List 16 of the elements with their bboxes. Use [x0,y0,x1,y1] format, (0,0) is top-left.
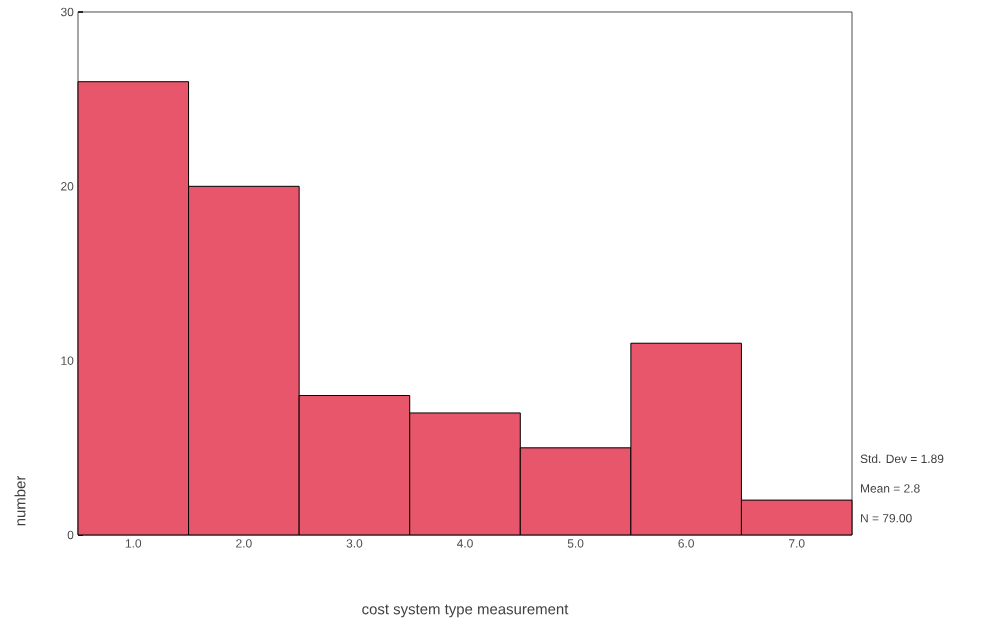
y-tick-label: 10 [61,356,74,365]
text: Mean = 2.8 [861,484,920,493]
text: N = 79.00 [861,514,912,523]
y-tick-label: 0 [67,530,74,540]
x-axis-title: cost system type measurement [362,604,569,618]
y-tick-label: 20 [61,182,74,191]
x-tick-label: 4.0 [456,539,473,548]
x-tick-label: 1.0 [125,539,142,548]
x-tick-label: 6.0 [678,539,694,548]
y-tick-label: 30 [60,7,74,17]
x-tick-label: 5.0 [567,539,584,548]
x-tick-label: 7.0 [789,539,805,548]
x-tick-label: 2.0 [236,539,252,548]
y-axis-title: number [14,475,26,526]
x-tick-label: 3.0 [346,539,363,548]
text: Std. Dev = 1.89 [860,454,944,464]
